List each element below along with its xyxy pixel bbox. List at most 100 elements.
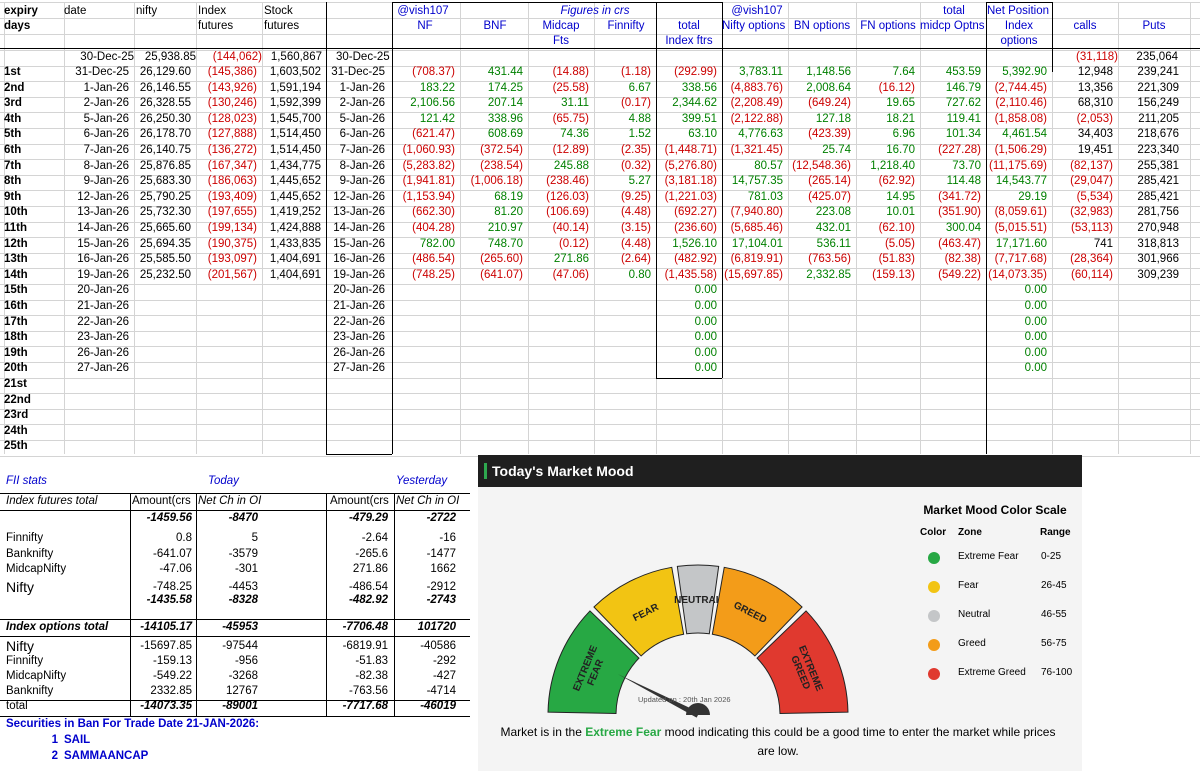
cell-midopt: 101.34: [945, 128, 981, 140]
cell-puts: 156,249: [1137, 97, 1179, 109]
grid-hline: [0, 440, 1200, 441]
cell-nf: (404.28): [412, 222, 455, 234]
cell-finn: 5.27: [628, 175, 651, 187]
cell-niftyopt: (15,697.85): [724, 269, 783, 281]
options-yday-oi: -427: [432, 670, 456, 682]
baseline-stock-futures: 1,560,867: [270, 51, 322, 63]
options-row: Nifty -15697.85 -97544 -6819.91 -40586: [0, 639, 470, 654]
cell-midcap: (47.06): [552, 269, 589, 281]
cell-fnopt: 16.70: [886, 144, 915, 156]
cell-fnopt: (159.13): [872, 269, 915, 281]
market-mood-header: Today's Market Mood: [478, 455, 1082, 487]
grid-vline: [134, 2, 135, 454]
grid-hline: [0, 175, 1200, 176]
cell-niftyopt: 781.03: [747, 191, 783, 203]
cell-bnopt: 2,008.64: [806, 82, 851, 94]
cell-date: 19-Jan-26: [77, 269, 129, 281]
cell-calls: (82,137): [1070, 160, 1113, 172]
header-index-options-2: options: [1000, 35, 1038, 47]
cell-day: 5th: [4, 128, 22, 140]
futures-total-yday-amt: -479.29: [348, 512, 388, 524]
accent-bar: [484, 463, 487, 479]
zone-dot: [928, 668, 940, 680]
zone-name: Greed: [958, 638, 986, 649]
cell-idxopt: 0.00: [1024, 284, 1047, 296]
cell-day: 17th: [4, 316, 28, 328]
cell-niftyopt: (2,208.49): [730, 97, 783, 109]
cell-day: 6th: [4, 144, 22, 156]
cell-idxopt: 4,461.54: [1002, 128, 1047, 140]
futures-today-amt: -47.06: [159, 563, 192, 575]
options-yday-amt: -763.56: [348, 685, 388, 697]
gauge-segment-1: [593, 566, 685, 657]
zone-range: 26-45: [1041, 580, 1067, 591]
cell-midcap: (126.03): [546, 191, 589, 203]
stats-rule: [0, 716, 470, 717]
cell-calls: 19,451: [1077, 144, 1113, 156]
header-index-futures-1: Index: [198, 5, 227, 17]
futures-today-amt: -641.07: [152, 548, 192, 560]
cell-sfut: 1,419,252: [269, 206, 321, 218]
options-yday-oi: -292: [432, 655, 456, 667]
grid-vline: [64, 2, 65, 454]
cell-bnf: 174.25: [487, 82, 523, 94]
cell-sfut: 1,434,775: [269, 160, 321, 172]
cell-date: 31-Dec-25: [75, 66, 129, 78]
cell-bnf: (265.60): [480, 253, 523, 265]
scale-col-zone: Zone: [958, 527, 982, 538]
options-today-amt: 2332.85: [150, 685, 192, 697]
netch-header-yday: Net Ch in OI: [396, 495, 460, 507]
grid-hline: [0, 206, 1200, 207]
grid-vline: [1118, 2, 1119, 454]
cell-midcap: (14.88): [552, 66, 589, 78]
cell-total: 0.00: [694, 284, 717, 296]
grid-vline: [460, 2, 461, 454]
cell-puts: 301,966: [1137, 253, 1179, 265]
futures-row-name: MidcapNifty: [6, 563, 67, 575]
mood-message-zone: Extreme Fear: [585, 725, 662, 739]
cell-midopt: (549.22): [938, 269, 981, 281]
grid-hline: [0, 315, 1200, 316]
cell-nf: 183.22: [419, 82, 455, 94]
cell-day: 19th: [4, 347, 28, 359]
amount-header-today: Amount(crs: [132, 495, 191, 507]
cell-puts: 309,239: [1137, 269, 1179, 281]
cell-date2: 22-Jan-26: [333, 316, 385, 328]
options-row-name: Finnifty: [6, 655, 44, 667]
cell-midopt: (463.47): [938, 238, 981, 250]
cell-bnopt: (649.24): [808, 97, 851, 109]
options-total-today-amt: -14105.17: [140, 621, 192, 633]
cell-calls: 68,310: [1077, 97, 1113, 109]
gauge-label-4: EXTREMEGREED: [786, 644, 825, 697]
grid-hline: [0, 190, 1200, 191]
cell-date2: 13-Jan-26: [333, 206, 385, 218]
cell-bnopt: (12,548.36): [792, 160, 851, 172]
cell-bnf: 608.69: [487, 128, 523, 140]
stats-rule: [0, 636, 470, 637]
cell-finn: 6.67: [628, 82, 651, 94]
cell-puts: 285,421: [1137, 175, 1179, 187]
cell-nf: 121.42: [419, 113, 455, 125]
futures-row: Banknifty -641.07 -3579 -265.6 -1477: [0, 547, 470, 562]
futures-yday-oi: -1477: [426, 548, 456, 560]
options-row-name: MidcapNifty: [6, 670, 67, 682]
grid-hline: [0, 237, 1200, 238]
grid-hline: [0, 18, 1200, 19]
border-line: [1052, 2, 1053, 72]
cell-midcap: 31.11: [561, 97, 589, 109]
cell-idxopt: 0.00: [1024, 300, 1047, 312]
cell-nifty: 25,585.50: [139, 253, 191, 265]
cell-total: (1,221.03): [664, 191, 717, 203]
cell-date: 13-Jan-26: [77, 206, 129, 218]
cell-idxopt: (2,744.45): [994, 82, 1047, 94]
options-today-amt: -15697.85: [140, 640, 192, 652]
spreadsheet-grid[interactable]: expiry date nifty Index Stock @vish107 F…: [0, 0, 1200, 470]
options-today-oi: -97544: [222, 640, 258, 652]
futures-row-name: Banknifty: [6, 548, 54, 560]
cell-nf: 782.00: [419, 238, 455, 250]
cell-puts: 285,421: [1137, 191, 1179, 203]
options-total-yday-oi: 101720: [417, 621, 456, 633]
futures-yday-amt: 271.86: [352, 563, 388, 575]
futures-total-today-amt: -1459.56: [146, 512, 192, 524]
options-today-oi: -956: [234, 655, 258, 667]
